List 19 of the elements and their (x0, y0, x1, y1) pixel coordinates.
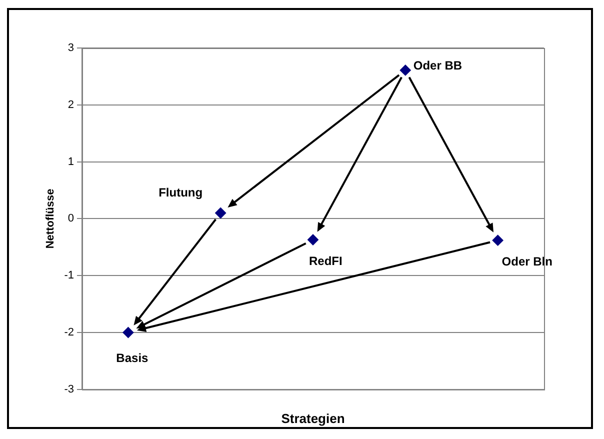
y-tick-label: 0 (68, 212, 74, 225)
y-tick-label: 2 (68, 98, 74, 111)
y-tick-label: -1 (64, 270, 74, 282)
annotation: Flutung (158, 185, 203, 200)
y-tick-label: -3 (64, 383, 74, 396)
point (215, 208, 226, 219)
y-tick-label: 3 (68, 42, 74, 54)
x-axis-title: Strategien (281, 410, 345, 426)
point (307, 234, 318, 246)
point (492, 234, 504, 246)
point (122, 327, 134, 338)
y-tick-label: -2 (64, 326, 74, 339)
y-tick-label: 1 (68, 156, 74, 168)
annotation: Oder BB (413, 58, 462, 73)
annotation: Oder Bln (502, 254, 552, 269)
annotation: RedFI (308, 254, 342, 268)
annotation: Basis (116, 350, 149, 365)
point (400, 64, 411, 76)
y-axis-title: Nettoflüsse (44, 188, 57, 249)
